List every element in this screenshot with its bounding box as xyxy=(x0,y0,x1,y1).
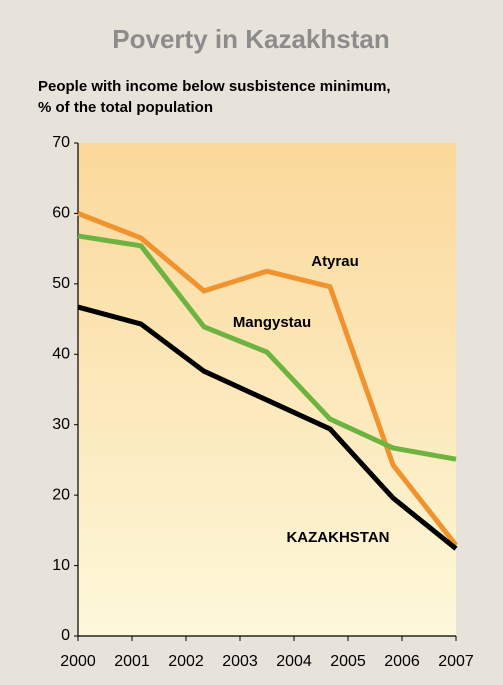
subtitle: % of the total population xyxy=(38,99,213,116)
x-tick-label: 2007 xyxy=(438,653,474,670)
y-tick-label: 20 xyxy=(52,486,70,503)
series-label: Mangystau xyxy=(233,314,311,331)
x-tick-label: 2002 xyxy=(168,653,204,670)
series-line xyxy=(77,304,458,551)
x-tick-label: 2000 xyxy=(60,653,96,670)
series-label: Atyrau xyxy=(311,253,359,270)
y-tick-label: 30 xyxy=(52,416,70,433)
y-tick-label: 70 xyxy=(52,134,70,151)
chart-title: Poverty in Kazakhstan xyxy=(112,24,389,54)
y-tick-label: 50 xyxy=(52,275,70,292)
x-tick-label: 2005 xyxy=(330,653,366,670)
x-tick-label: 2003 xyxy=(222,653,258,670)
y-tick-label: 0 xyxy=(61,627,70,644)
series-label: KAZAKHSTAN xyxy=(286,529,389,546)
y-tick-label: 40 xyxy=(52,346,70,363)
series-line xyxy=(77,233,457,462)
y-tick-label: 10 xyxy=(52,557,70,574)
plot-area xyxy=(78,143,456,636)
x-tick-label: 2004 xyxy=(276,653,312,670)
subtitle: People with income below susbistence min… xyxy=(38,78,391,95)
x-tick-label: 2006 xyxy=(384,653,420,670)
y-tick-label: 60 xyxy=(52,205,70,222)
x-tick-label: 2001 xyxy=(114,653,150,670)
series-line xyxy=(77,211,458,547)
